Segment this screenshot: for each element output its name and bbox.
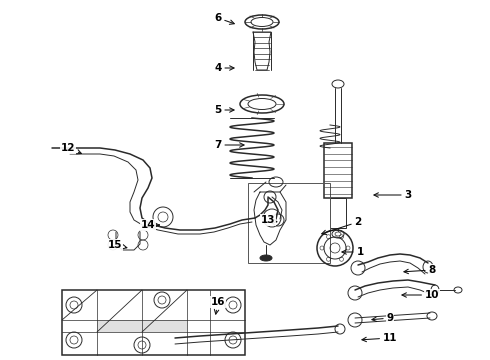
Bar — [142, 320, 187, 332]
Bar — [97, 320, 142, 332]
Bar — [330, 198, 346, 228]
Text: 13: 13 — [261, 215, 277, 225]
Text: 8: 8 — [404, 265, 436, 275]
Text: 10: 10 — [402, 290, 439, 300]
Text: 5: 5 — [215, 105, 234, 115]
Text: 6: 6 — [215, 13, 234, 24]
Text: 16: 16 — [211, 297, 225, 314]
Text: 3: 3 — [374, 190, 412, 200]
Text: 4: 4 — [214, 63, 234, 73]
Text: 12: 12 — [61, 143, 81, 154]
Text: 15: 15 — [108, 240, 127, 250]
Text: 11: 11 — [362, 333, 397, 343]
Text: 9: 9 — [372, 313, 393, 323]
Bar — [324, 143, 352, 198]
Text: 2: 2 — [322, 217, 362, 234]
Bar — [62, 290, 245, 355]
Ellipse shape — [260, 255, 272, 261]
Text: 7: 7 — [214, 140, 244, 150]
Text: 1: 1 — [342, 247, 364, 257]
Text: 14: 14 — [141, 220, 159, 230]
Bar — [248, 183, 330, 263]
